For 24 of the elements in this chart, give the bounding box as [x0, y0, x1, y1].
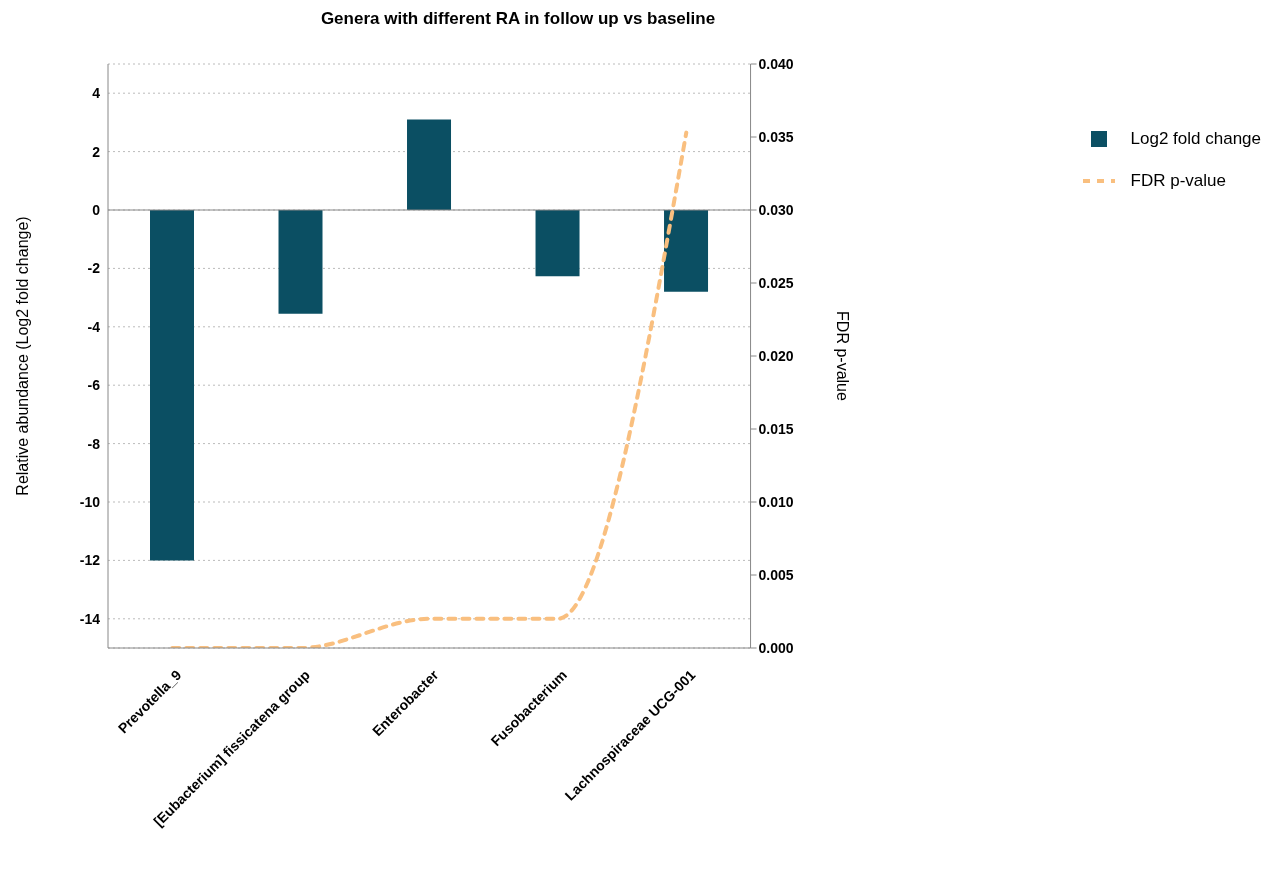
y2-tick-label: 0.010 [758, 493, 794, 510]
y-tick-label: -6 [87, 377, 101, 394]
y-tick-label: 2 [92, 143, 101, 160]
y2-tick-label: 0.020 [758, 347, 794, 364]
y-tick-label: -10 [79, 493, 101, 510]
chart-title: Genera with different RA in follow up vs baseline [319, 8, 717, 30]
y-tick-label: -4 [87, 318, 101, 335]
y2-tick-label: 0.030 [758, 201, 794, 218]
y-tick-label: -2 [87, 260, 101, 277]
y2-tick-label: 0.000 [758, 639, 794, 656]
y2-tick-label: 0.025 [758, 274, 794, 291]
legend-label: FDR p-value [1130, 171, 1226, 191]
y-tick-label: 0 [92, 201, 101, 218]
y-axis-title: Relative abundance (Log2 fold change) [13, 216, 31, 496]
y-tick-label: -14 [79, 610, 101, 627]
y-tick-label: -8 [87, 435, 101, 452]
y-tick-label: -12 [79, 552, 101, 569]
y2-tick-label: 0.035 [758, 128, 794, 145]
y-tick-label: 4 [92, 85, 101, 102]
legend-label: Log2 fold change [1130, 129, 1261, 149]
y2-tick-label: 0.040 [758, 55, 794, 72]
y2-tick-label: 0.005 [758, 566, 794, 583]
y2-axis-title: FDR p-value [833, 311, 851, 401]
y2-tick-label: 0.015 [758, 420, 794, 437]
